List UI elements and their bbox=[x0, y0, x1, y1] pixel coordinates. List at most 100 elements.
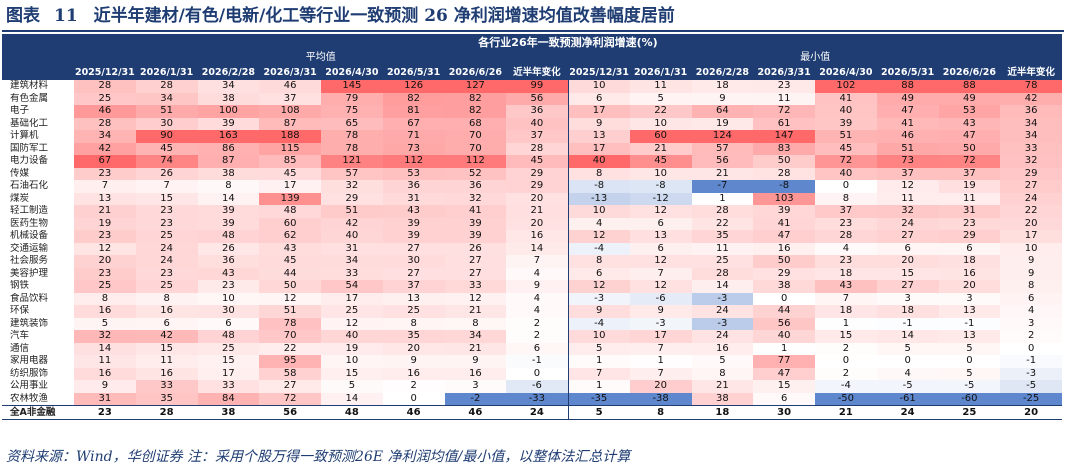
minimum-value-cell: 24 bbox=[876, 217, 939, 230]
minimum-value-cell: 24 bbox=[1000, 192, 1062, 205]
minimum-value-cell: -1 bbox=[938, 317, 1001, 330]
minimum-value-cell: 50 bbox=[938, 142, 1001, 155]
minimum-value-cell: 6 bbox=[567, 92, 630, 105]
minimum-value-cell: 15 bbox=[876, 267, 939, 280]
average-value-cell: 51 bbox=[135, 105, 198, 118]
minimum-value-cell: 57 bbox=[691, 142, 754, 155]
minimum-value-cell: 12 bbox=[876, 180, 939, 193]
average-value-cell: 28 bbox=[74, 117, 136, 130]
average-value-cell: 108 bbox=[259, 105, 321, 118]
minimum-value-cell: 21 bbox=[691, 380, 754, 393]
minimum-value-cell: 6 bbox=[753, 392, 815, 406]
industry-name: 传媒 bbox=[10, 167, 30, 179]
average-value-cell: 46 bbox=[444, 405, 507, 420]
average-value-cell: 15 bbox=[321, 367, 383, 380]
minimum-value-cell: -1 bbox=[876, 317, 939, 330]
average-value-cell: 15 bbox=[135, 342, 198, 355]
minimum-value-cell: -50 bbox=[815, 392, 877, 406]
header-corner bbox=[2, 34, 74, 51]
average-value-cell: 56 bbox=[259, 405, 321, 420]
minimum-value-cell: -35 bbox=[567, 392, 630, 406]
minimum-value-cell: 44 bbox=[753, 305, 815, 318]
minimum-value-cell: 46 bbox=[876, 130, 939, 143]
average-value-cell: 39 bbox=[197, 117, 260, 130]
minimum-value-cell: 10 bbox=[567, 205, 630, 218]
average-value-cell: 8 bbox=[135, 292, 198, 305]
table-row: 纺织服饰 16 16 17 58 15 16 16 0 7 7 8 47 2 4 5 -3 bbox=[2, 367, 1062, 380]
industry-name: 基础化工 bbox=[10, 117, 49, 129]
column-header: 2026/3/31 bbox=[259, 65, 321, 80]
average-value-cell: 17 bbox=[197, 367, 260, 380]
industry-name: 汽车 bbox=[10, 330, 30, 342]
minimum-value-cell: 6 bbox=[938, 242, 1001, 255]
average-value-cell: 28 bbox=[135, 405, 198, 420]
minimum-value-cell: 1 bbox=[567, 380, 630, 393]
column-header: 2026/3/31 bbox=[753, 65, 815, 80]
column-header: 近半年变化 bbox=[1000, 65, 1062, 80]
industry-name: 公用事业 bbox=[10, 380, 49, 392]
average-value-cell: 23 bbox=[135, 205, 198, 218]
average-value-cell: 28 bbox=[135, 80, 198, 93]
minimum-value-cell: 5 bbox=[938, 342, 1001, 355]
average-value-cell: 4 bbox=[506, 292, 568, 305]
minimum-value-cell: 8 bbox=[629, 405, 692, 420]
average-value-cell: 13 bbox=[382, 292, 445, 305]
minimum-value-cell: 37 bbox=[876, 167, 939, 180]
table-row: 电子 46 51 100 108 75 81 82 36 17 22 64 72 40 47 53 36 bbox=[2, 105, 1062, 118]
average-value-cell: 37 bbox=[382, 280, 445, 293]
average-value-cell: 12 bbox=[444, 292, 507, 305]
industry-name: 美容护理 bbox=[10, 267, 49, 279]
average-value-cell: -33 bbox=[506, 392, 568, 406]
minimum-value-cell: 18 bbox=[876, 305, 939, 318]
minimum-value-cell: 18 bbox=[691, 405, 754, 420]
minimum-value-cell: 6 bbox=[629, 217, 692, 230]
table-row: 建筑材料 28 28 34 46 145 126 127 99 10 11 18 23 102 88 88 78 bbox=[2, 80, 1062, 93]
minimum-value-cell: 20 bbox=[876, 255, 939, 268]
table-header-columns-row: 2025/12/31 2026/1/31 2026/2/28 2026/3/31 202… bbox=[2, 65, 1062, 80]
average-value-cell: 39 bbox=[197, 217, 260, 230]
minimum-value-cell: 20 bbox=[1000, 217, 1062, 230]
minimum-value-cell: 23 bbox=[938, 217, 1001, 230]
figure-title-text: 近半年建材/有色/电新/化工等行业一致预测 26 净利润增速均值改善幅度居前 bbox=[93, 6, 675, 26]
average-value-cell: 78 bbox=[259, 317, 321, 330]
minimum-value-cell: 2 bbox=[815, 367, 877, 380]
minimum-value-cell: 9 bbox=[567, 117, 630, 130]
minimum-value-cell: 88 bbox=[938, 80, 1001, 93]
average-value-cell: 14 bbox=[74, 342, 136, 355]
table-main-header: 各行业26年一致预测净利润增速(%) bbox=[74, 34, 1062, 51]
forecast-table: 各行业26年一致预测净利润增速(%) 平均值 最小值 2025/12/31 202… bbox=[2, 34, 1062, 420]
minimum-value-cell: 16 bbox=[938, 267, 1001, 280]
average-value-cell: 48 bbox=[321, 405, 383, 420]
minimum-value-cell: 17 bbox=[567, 105, 630, 118]
average-value-cell: 21 bbox=[506, 205, 568, 218]
minimum-value-cell: 1 bbox=[691, 192, 754, 205]
minimum-value-cell: 0 bbox=[815, 355, 877, 368]
average-value-cell: 79 bbox=[321, 92, 383, 105]
average-value-cell: 29 bbox=[506, 180, 568, 193]
average-value-cell: 23 bbox=[135, 217, 198, 230]
minimum-value-cell: 72 bbox=[938, 155, 1001, 168]
minimum-value-cell: 23 bbox=[815, 217, 877, 230]
minimum-value-cell: 15 bbox=[753, 380, 815, 393]
minimum-value-cell: 27 bbox=[876, 280, 939, 293]
minimum-value-cell: 13 bbox=[938, 305, 1001, 318]
average-value-cell: 37 bbox=[506, 130, 568, 143]
average-value-cell: 70 bbox=[444, 142, 507, 155]
average-value-cell: 36 bbox=[382, 180, 445, 193]
average-value-cell: 32 bbox=[74, 330, 136, 343]
average-value-cell: 25 bbox=[74, 92, 136, 105]
average-value-cell: 115 bbox=[259, 142, 321, 155]
average-value-cell: 2 bbox=[382, 380, 445, 393]
average-value-cell: 34 bbox=[321, 255, 383, 268]
average-value-cell: 95 bbox=[259, 355, 321, 368]
average-value-cell: 121 bbox=[321, 155, 383, 168]
average-value-cell: 16 bbox=[382, 367, 445, 380]
figure-label: 图表 bbox=[6, 6, 40, 26]
minimum-value-cell: -13 bbox=[567, 192, 630, 205]
industry-name: 煤炭 bbox=[10, 192, 30, 204]
industry-name: 有色金属 bbox=[10, 92, 49, 104]
minimum-value-cell: 12 bbox=[629, 205, 692, 218]
average-value-cell: 13 bbox=[74, 192, 136, 205]
minimum-value-cell: 10 bbox=[629, 167, 692, 180]
average-value-cell: 42 bbox=[135, 330, 198, 343]
